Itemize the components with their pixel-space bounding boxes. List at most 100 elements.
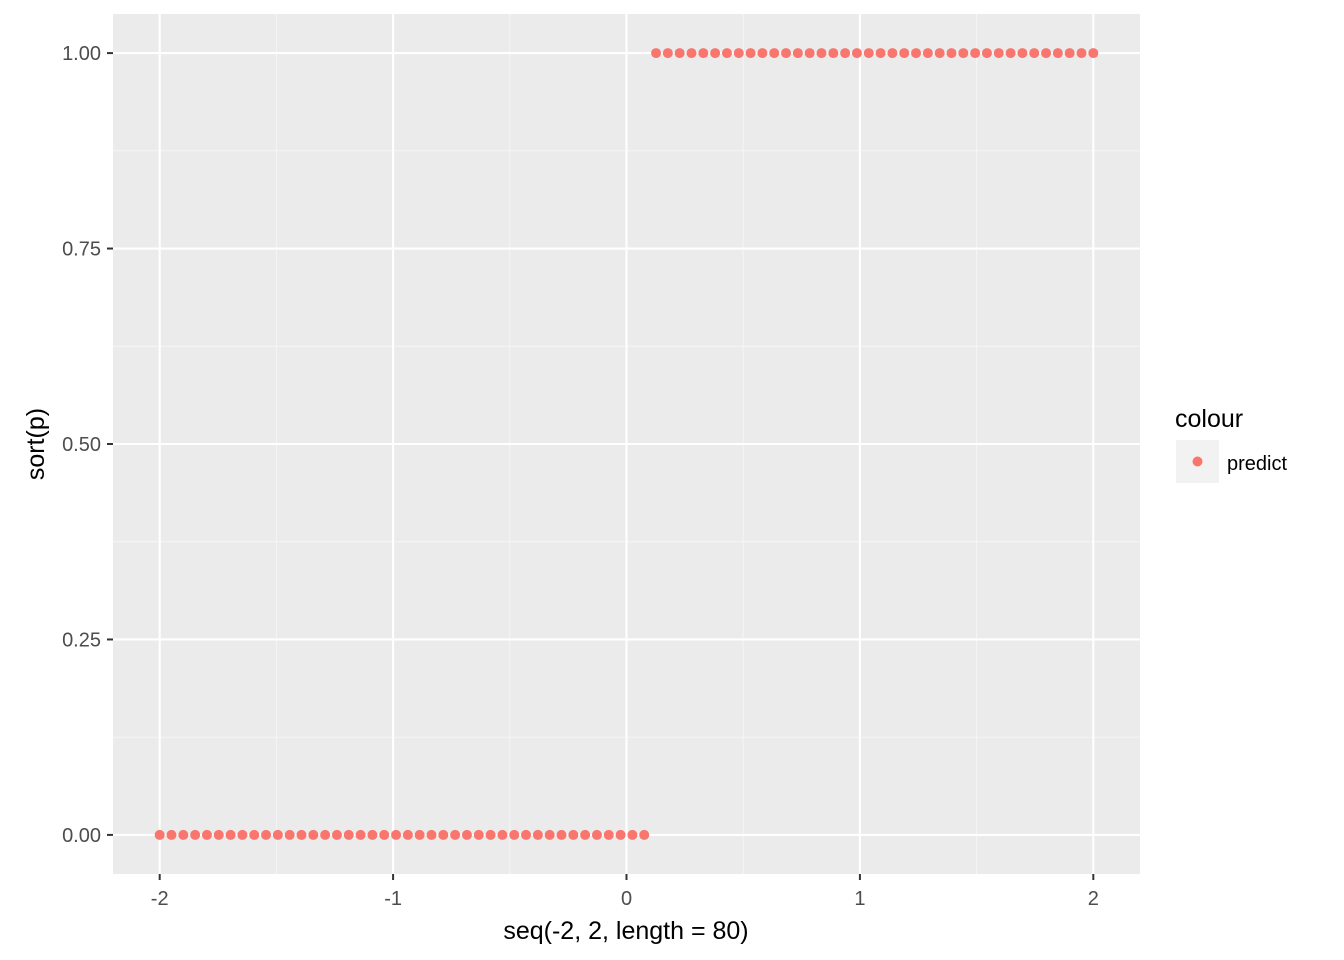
legend-key-point <box>1192 456 1203 467</box>
data-point <box>249 829 260 840</box>
data-point <box>875 48 886 59</box>
data-point <box>308 829 319 840</box>
x-axis-ticks: -2 -1 0 1 2 <box>151 874 1099 910</box>
data-point <box>402 829 413 840</box>
data-point <box>627 829 638 840</box>
data-point <box>1064 48 1075 59</box>
data-point <box>615 829 626 840</box>
data-point <box>851 48 862 59</box>
data-point <box>473 829 484 840</box>
data-point <box>1017 48 1028 59</box>
x-tick-label: 1 <box>854 888 865 910</box>
y-tick-label: 0.25 <box>62 629 101 651</box>
data-point <box>296 829 307 840</box>
data-point <box>461 829 472 840</box>
data-point <box>331 829 342 840</box>
data-point <box>733 48 744 59</box>
data-point <box>201 829 212 840</box>
data-point <box>284 829 295 840</box>
data-point <box>320 829 331 840</box>
data-point <box>745 48 756 59</box>
data-point <box>343 829 354 840</box>
data-point <box>521 829 532 840</box>
data-point <box>970 48 981 59</box>
data-point <box>922 48 933 59</box>
data-point <box>166 829 177 840</box>
data-point <box>426 829 437 840</box>
y-tick-label: 0.50 <box>62 434 101 456</box>
data-point <box>721 48 732 59</box>
data-point <box>154 829 165 840</box>
data-points <box>154 48 1099 840</box>
data-point <box>863 48 874 59</box>
data-point <box>213 829 224 840</box>
y-axis-ticks: 0.00 0.25 0.50 0.75 1.00 <box>62 43 113 847</box>
data-point <box>178 829 189 840</box>
data-point <box>958 48 969 59</box>
data-point <box>391 829 402 840</box>
data-point <box>580 829 591 840</box>
data-point <box>568 829 579 840</box>
data-point <box>769 48 780 59</box>
data-point <box>710 48 721 59</box>
x-axis-title: seq(-2, 2, length = 80) <box>503 917 748 945</box>
data-point <box>1041 48 1052 59</box>
data-point <box>272 829 283 840</box>
data-point <box>840 48 851 59</box>
legend-label: predict <box>1227 453 1287 475</box>
data-point <box>828 48 839 59</box>
data-point <box>379 829 390 840</box>
data-point <box>544 829 555 840</box>
data-point <box>237 829 248 840</box>
data-point <box>686 48 697 59</box>
y-tick-label: 1.00 <box>62 43 101 65</box>
data-point <box>804 48 815 59</box>
data-point <box>639 829 650 840</box>
data-point <box>698 48 709 59</box>
data-point <box>1076 48 1087 59</box>
data-point <box>781 48 792 59</box>
data-point <box>792 48 803 59</box>
data-point <box>1005 48 1016 59</box>
data-point <box>887 48 898 59</box>
x-tick-label: -1 <box>384 888 402 910</box>
major-gridlines <box>113 14 1140 874</box>
data-point <box>757 48 768 59</box>
y-tick-label: 0.75 <box>62 239 101 261</box>
data-point <box>367 829 378 840</box>
y-tick-label: 0.00 <box>62 825 101 847</box>
data-point <box>556 829 567 840</box>
data-point <box>355 829 366 840</box>
data-point <box>946 48 957 59</box>
data-point <box>899 48 910 59</box>
data-point <box>981 48 992 59</box>
data-point <box>225 829 236 840</box>
data-point <box>485 829 496 840</box>
y-axis-title: sort(p) <box>22 408 50 480</box>
data-point <box>662 48 673 59</box>
data-point <box>450 829 461 840</box>
data-point <box>509 829 520 840</box>
legend-title: colour <box>1175 405 1243 433</box>
x-tick-label: 0 <box>621 888 632 910</box>
data-point <box>993 48 1004 59</box>
data-point <box>414 829 425 840</box>
data-point <box>934 48 945 59</box>
data-point <box>532 829 543 840</box>
data-point <box>911 48 922 59</box>
data-point <box>1088 48 1099 59</box>
x-tick-label: 2 <box>1088 888 1099 910</box>
data-point <box>591 829 602 840</box>
legend: colour predict <box>1175 405 1287 483</box>
data-point <box>190 829 201 840</box>
data-point <box>603 829 614 840</box>
data-point <box>651 48 662 59</box>
data-point <box>816 48 827 59</box>
data-point <box>1029 48 1040 59</box>
data-point <box>1052 48 1063 59</box>
data-point <box>497 829 508 840</box>
data-point <box>261 829 272 840</box>
data-point <box>438 829 449 840</box>
data-point <box>674 48 685 59</box>
